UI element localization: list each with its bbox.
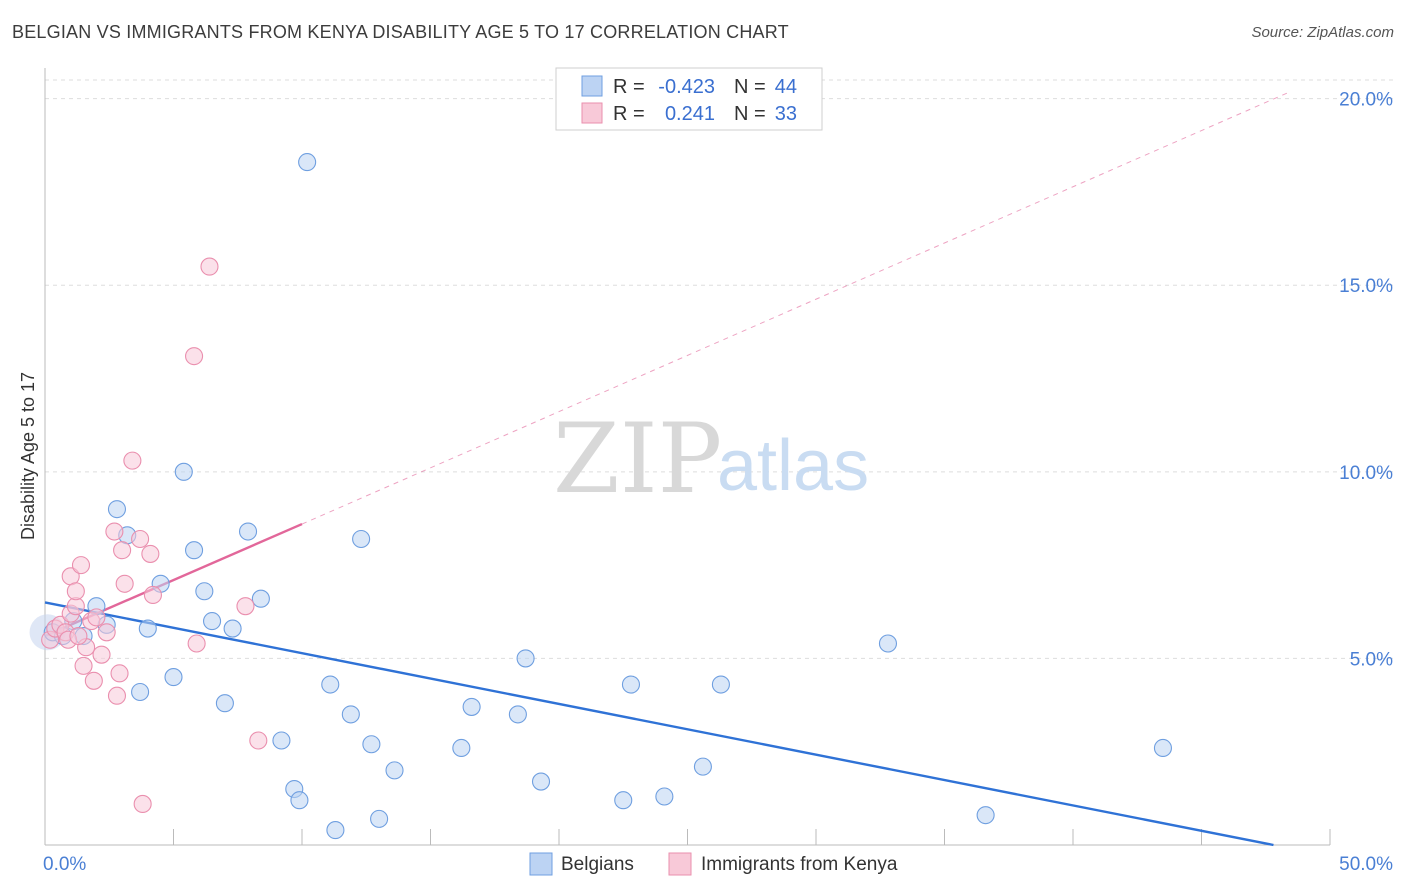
legend-r-value: -0.423 [658, 76, 715, 98]
data-point-belgians [251, 589, 270, 608]
data-point-belgians [195, 582, 214, 601]
data-point-belgians [462, 697, 481, 716]
data-point-kenya [185, 347, 204, 366]
y-axis-label: Disability Age 5 to 17 [18, 372, 38, 540]
data-point-belgians [185, 541, 204, 560]
bottom-legend: Belgians Immigrants from Kenya [529, 852, 898, 876]
data-point-kenya [84, 671, 103, 690]
data-point-belgians [321, 675, 340, 694]
bottom-legend-kenya: Immigrants from Kenya [701, 854, 898, 875]
legend-n-label: N = [734, 76, 766, 98]
data-point-belgians [362, 735, 381, 754]
data-point-belgians [516, 649, 535, 668]
data-point-kenya [110, 664, 129, 683]
data-point-kenya [87, 608, 106, 627]
legend-r-label: R = [613, 103, 645, 125]
data-point-belgians [976, 806, 995, 825]
x-tick-labels: 0.0% 50.0% [43, 854, 1393, 875]
legend-n-value: 33 [775, 103, 797, 125]
data-point-belgians [203, 612, 222, 631]
data-point-kenya [74, 656, 93, 675]
data-point-kenya [92, 645, 111, 664]
y-tick-label: 5.0% [1350, 649, 1393, 670]
watermark-atlas: atlas [717, 426, 869, 506]
legend-box: R = -0.423 N = 44 R = 0.241 N = 33 [555, 67, 823, 131]
legend-swatch-kenya [581, 102, 603, 124]
chart-title: BELGIAN VS IMMIGRANTS FROM KENYA DISABIL… [12, 22, 789, 42]
data-point-belgians [531, 772, 551, 791]
bottom-legend-belgians: Belgians [561, 854, 634, 875]
bottom-legend-swatch-kenya [668, 852, 692, 876]
data-point-belgians [272, 731, 291, 750]
data-point-kenya [97, 623, 116, 642]
data-point-belgians [238, 522, 258, 541]
y-tick-label: 15.0% [1339, 276, 1393, 297]
data-point-belgians [711, 675, 730, 694]
legend-n-label: N = [734, 103, 766, 125]
axes [44, 68, 1331, 846]
source-credit: Source: ZipAtlas.com [1251, 24, 1394, 41]
data-point-belgians [655, 787, 674, 806]
data-point-belgians [131, 682, 150, 702]
data-point-kenya [115, 574, 134, 593]
data-point-belgians [215, 694, 234, 713]
y-tick-label: 10.0% [1339, 463, 1393, 484]
data-point-belgians [164, 668, 183, 687]
data-point-kenya [69, 626, 88, 646]
x-tick-label: 50.0% [1339, 854, 1393, 875]
watermark-zip: ZIP [553, 403, 722, 515]
data-point-belgians [326, 821, 345, 840]
data-point-belgians [370, 809, 389, 828]
data-point-kenya [187, 634, 206, 653]
data-point-kenya [105, 522, 124, 541]
data-point-belgians [107, 500, 127, 519]
data-point-belgians [1153, 738, 1172, 758]
data-point-belgians [223, 619, 242, 638]
data-point-kenya [71, 556, 91, 575]
data-point-belgians [614, 791, 633, 810]
data-point-kenya [123, 451, 142, 470]
legend-r-value: 0.241 [665, 103, 715, 125]
data-point-kenya [143, 585, 162, 605]
data-point-kenya [200, 257, 219, 276]
legend-n-value: 44 [775, 76, 797, 98]
legend-swatch-belgians [581, 75, 603, 97]
data-point-kenya [141, 544, 160, 563]
data-point-belgians [508, 705, 527, 724]
y-tick-labels: 5.0% 10.0% 15.0% 20.0% [1339, 90, 1393, 671]
data-point-belgians [138, 619, 157, 638]
data-points [29, 153, 1172, 840]
data-point-kenya [66, 582, 85, 601]
y-tick-label: 20.0% [1339, 90, 1393, 111]
legend-r-label: R = [613, 76, 645, 98]
data-point-belgians [341, 705, 360, 724]
data-point-belgians [298, 153, 317, 172]
data-point-kenya [107, 686, 127, 705]
data-point-kenya [133, 794, 152, 814]
data-point-belgians [452, 738, 471, 758]
x-tick-label: 0.0% [43, 854, 86, 875]
grid-lines [45, 79, 1395, 659]
data-point-belgians [385, 761, 404, 780]
trend-line-belgians [44, 601, 1274, 847]
data-point-belgians [352, 529, 371, 549]
data-point-belgians [290, 791, 309, 810]
data-point-kenya [236, 597, 255, 616]
data-point-belgians [878, 634, 898, 653]
data-point-kenya [113, 541, 132, 560]
bottom-legend-swatch-belgians [529, 852, 553, 876]
data-point-belgians [621, 675, 641, 694]
data-point-belgians [174, 462, 193, 481]
data-point-kenya [131, 529, 150, 549]
data-point-belgians [693, 757, 712, 776]
data-point-kenya [249, 731, 268, 750]
